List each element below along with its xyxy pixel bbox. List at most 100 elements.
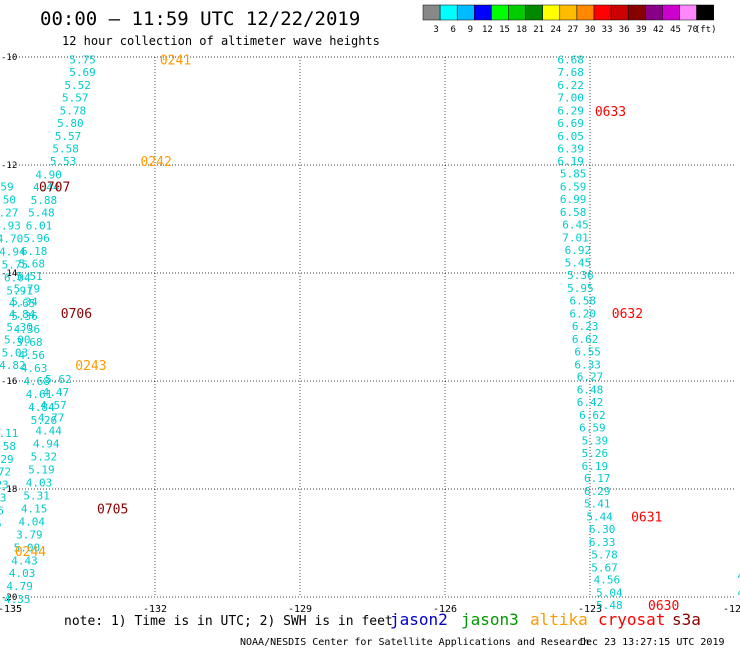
- pass-time-labels: 0241 0242 0243 0244 0707 0706 0705 0633 0632 0631…: [15, 54, 679, 614]
- wave-height-value: 6.22: [557, 79, 584, 92]
- pass-time-label: 0241: [160, 54, 191, 69]
- x-tick-label: -120: [723, 604, 740, 615]
- wave-height-value: 6.30: [589, 523, 616, 536]
- wave-height-value: 4.46: [0, 505, 4, 518]
- wave-height-value: 7.00: [557, 92, 584, 105]
- wave-height-value: 6.05: [557, 130, 584, 143]
- wave-height-value: 5.96: [23, 232, 50, 245]
- wave-height-value: 4.03: [9, 567, 36, 580]
- wave-height-value: 5.79: [14, 283, 41, 296]
- pass-time-label: 0630: [648, 599, 679, 614]
- wave-height-value: 4.90: [35, 169, 62, 182]
- wave-height-value: 6.48: [577, 384, 604, 397]
- wave-height-value: 6.62: [572, 333, 599, 346]
- wave-height-value: 6.29: [557, 104, 584, 117]
- wave-height-value: 3.79: [16, 528, 43, 541]
- wave-height-value: 4.50: [0, 194, 16, 207]
- y-tick-label: -18: [1, 485, 17, 495]
- color-scale-label: 12: [482, 25, 493, 35]
- wave-height-value: 5.62: [45, 373, 72, 386]
- wave-height-value: 5.53: [50, 155, 77, 168]
- color-scale-swatch: [645, 4, 663, 21]
- wave-height-value: 5.19: [28, 464, 55, 477]
- wave-height-value: 6.45: [562, 218, 589, 231]
- color-scale-swatch: [627, 4, 646, 21]
- wave-height-value: 4.15: [21, 502, 48, 515]
- satellite-legend-item: s3a: [672, 610, 701, 629]
- color-scale-swatch: [525, 4, 543, 21]
- x-tick-label: -123: [578, 604, 602, 615]
- wave-height-value: 4.83: [0, 492, 6, 505]
- wave-height-value: 5.36: [11, 310, 38, 323]
- wave-height-value: 4.56: [0, 518, 2, 531]
- x-tick-label: -126: [433, 604, 457, 615]
- wave-height-value: 7.01: [562, 231, 589, 244]
- y-tick-label: -12: [1, 161, 17, 171]
- satellite-legend-item: jason3: [461, 610, 519, 629]
- wave-height-value: 5.45: [565, 257, 592, 270]
- pass-time-label: 0244: [15, 545, 46, 560]
- wave-height-value: 5.32: [31, 451, 58, 464]
- color-scale-swatch: [542, 4, 561, 21]
- wave-height-value: 4.58: [0, 440, 16, 453]
- wave-height-value: 5.95: [567, 282, 594, 295]
- color-scale-legend: 3 6 9 12 15 18 21 24 27 30 33 36 39 42 45 70(ft): [422, 4, 717, 35]
- wave-height-value: 5.41: [584, 498, 611, 511]
- color-scale-label: (ft): [695, 25, 717, 35]
- color-scale-label: 45: [670, 25, 681, 35]
- color-scale-label: 6: [450, 25, 455, 35]
- wave-height-value: 6.20: [570, 308, 597, 321]
- pass-time-label: 0707: [39, 181, 70, 196]
- x-tick-label: -132: [143, 604, 167, 615]
- color-scale-swatch: [508, 4, 526, 21]
- color-scale-swatch: [696, 4, 714, 21]
- color-scale-swatch: [576, 4, 595, 21]
- wave-height-value: 4.03: [26, 477, 53, 490]
- pass-time-label: 0631: [631, 511, 662, 526]
- wave-height-value: 4.59: [0, 181, 14, 194]
- wave-height-value: 6.19: [557, 155, 584, 168]
- pass-time-label: 0632: [612, 307, 643, 322]
- wave-height-value: 4.82: [0, 359, 26, 372]
- wave-height-value: 5.67: [591, 561, 618, 574]
- chart-subtitle: 12 hour collection of altimeter wave hei…: [62, 34, 380, 48]
- wave-height-value: 5.51: [16, 270, 43, 283]
- wave-height-value: 6.01: [26, 219, 53, 232]
- y-tick-label: -20: [1, 593, 17, 603]
- wave-height-value: 4.44: [33, 181, 60, 194]
- wave-height-value: 5.11: [0, 427, 18, 440]
- wave-height-value: 6.58: [560, 206, 587, 219]
- wave-height-value: 4.35: [4, 593, 31, 606]
- color-scale-swatch: [456, 4, 475, 21]
- color-scale-swatch: [593, 4, 612, 21]
- wave-height-value: 5.31: [23, 489, 50, 502]
- wave-height-value: 4.43: [11, 554, 38, 567]
- wave-height-value: 6.99: [560, 193, 587, 206]
- color-scale-swatch: [474, 4, 492, 21]
- color-scale-swatch: [610, 4, 629, 21]
- wave-height-value: 4.47: [43, 386, 70, 399]
- wave-height-value: 5.58: [52, 142, 79, 155]
- wave-height-value: 5.00: [14, 541, 41, 554]
- color-scale-swatch: [662, 4, 680, 21]
- wave-height-value: 5.91: [6, 284, 33, 297]
- wave-height-value: 4: [737, 569, 740, 582]
- wave-height-value: 6.39: [557, 142, 584, 155]
- wave-height-value: 6.23: [572, 320, 599, 333]
- wave-height-value: 5.36: [567, 269, 594, 282]
- wave-height-value: 6.69: [557, 117, 584, 130]
- footer-note: note: 1) Time is in UTC; 2) SWH is in fe…: [64, 614, 393, 629]
- wave-height-value: 5.39: [582, 434, 609, 447]
- wave-height-value: 5.80: [57, 117, 84, 130]
- x-tick-label: -129: [288, 604, 312, 615]
- color-scale-swatch: [422, 4, 441, 21]
- color-scale-swatch: [491, 4, 509, 21]
- wave-height-value: 6.29: [584, 485, 611, 498]
- color-scale-label: 21: [533, 25, 544, 35]
- wave-height-value: 6.19: [582, 460, 609, 473]
- y-tick-label: -14: [1, 269, 17, 279]
- wave-height-value: 6.33: [589, 536, 616, 549]
- wave-height-value: 4.70: [0, 232, 23, 245]
